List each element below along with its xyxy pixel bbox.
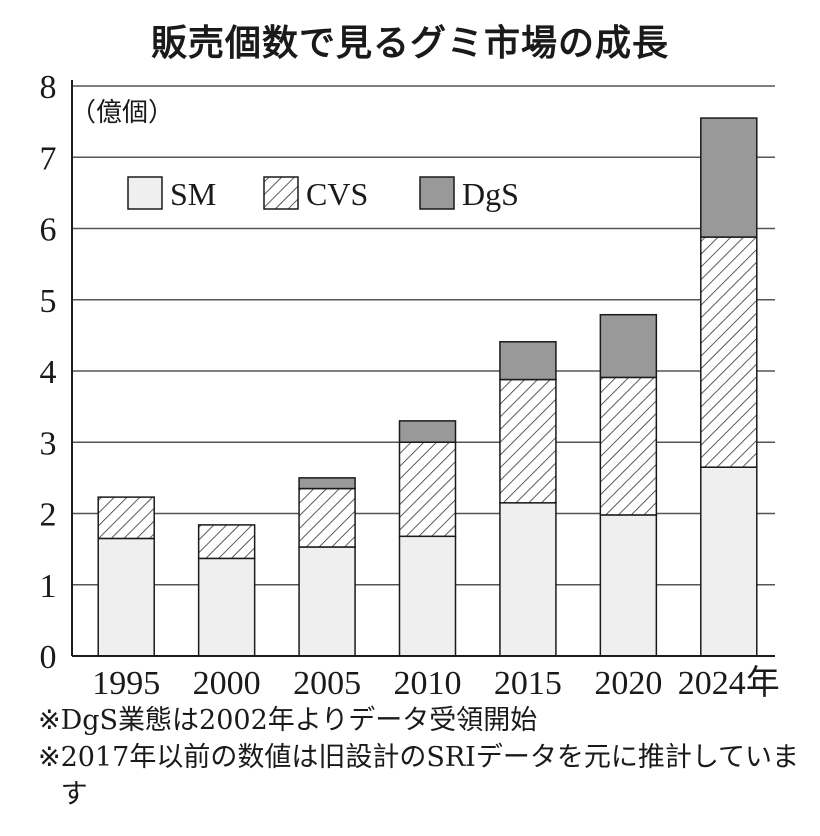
legend: SM CVS DgS (127, 176, 519, 212)
footnote-1: ※ DgS業態は2002年よりデータ受領開始 (38, 702, 808, 739)
y-tick-label: 2 (40, 497, 57, 534)
legend-label-sm: SM (170, 176, 216, 212)
bar-segment-cvs (398, 441, 457, 538)
bar-segment-sm (599, 514, 658, 657)
y-tick-label: 8 (40, 69, 57, 106)
y-tick-label: 1 (40, 568, 57, 605)
y-tick-label: 4 (40, 354, 57, 391)
x-tick-label: 1995 (92, 665, 160, 700)
bar-segment-sm (97, 537, 155, 657)
bar-segment-cvs (97, 496, 155, 540)
footnotes: ※ DgS業態は2002年よりデータ受領開始 ※ 2017年以前の数値は旧設計の… (38, 702, 808, 813)
bar-segment-dgs (499, 341, 557, 381)
x-tick-label: 2020 (594, 665, 662, 700)
note-mark: ※ (38, 742, 61, 773)
bar-segment-sm (499, 502, 557, 657)
bar-segment-sm (197, 557, 256, 657)
x-tick-label: 2024年 (678, 664, 780, 700)
legend-label-cvs: CVS (306, 176, 368, 212)
x-tick-label: 2005 (293, 665, 361, 700)
legend-swatch-cvs (263, 176, 299, 210)
bar-segment-cvs (499, 378, 557, 504)
y-tick-label: 5 (40, 283, 57, 320)
bar-segment-cvs (197, 524, 256, 560)
y-tick-label: 3 (40, 425, 57, 462)
bar-segment-dgs (599, 313, 658, 379)
y-tick-label: 6 (40, 212, 57, 249)
bar-segment-cvs (599, 376, 658, 516)
bar-segment-sm (700, 466, 758, 657)
bar-segment-dgs (398, 420, 457, 443)
chart-title: 販売個数で見るグミ市場の成長 (150, 23, 669, 64)
bar-segment-sm (298, 546, 356, 657)
bar-segment-dgs (298, 477, 356, 490)
x-tick-label: 2015 (494, 665, 562, 700)
bar-segment-dgs (700, 117, 758, 238)
legend-swatch-sm (127, 176, 163, 210)
note-text: DgS業態は2002年よりデータ受領開始 (60, 705, 538, 736)
bar-segment-sm (398, 535, 457, 657)
x-tick-label: 2000 (193, 665, 261, 700)
bar-segment-cvs (298, 487, 356, 548)
footnote-2: ※ 2017年以前の数値は旧設計のSRIデータを元に推計しています (38, 739, 808, 813)
bar-segment-cvs (700, 236, 758, 468)
note-text: 2017年以前の数値は旧設計のSRIデータを元に推計しています (60, 742, 800, 810)
x-tick-label: 2010 (394, 665, 462, 700)
y-tick-label: 0 (40, 639, 57, 676)
stacked-bar-chart: 0 1 2 3 4 5 6 7 8 1995 2000 2005 2010 2015 2020 2024年 （… (40, 69, 780, 700)
legend-label-dgs: DgS (462, 176, 519, 212)
legend-swatch-dgs (419, 176, 455, 210)
y-tick-label: 7 (40, 140, 57, 177)
note-mark: ※ (38, 705, 61, 736)
unit-label: （億個） (70, 98, 174, 128)
